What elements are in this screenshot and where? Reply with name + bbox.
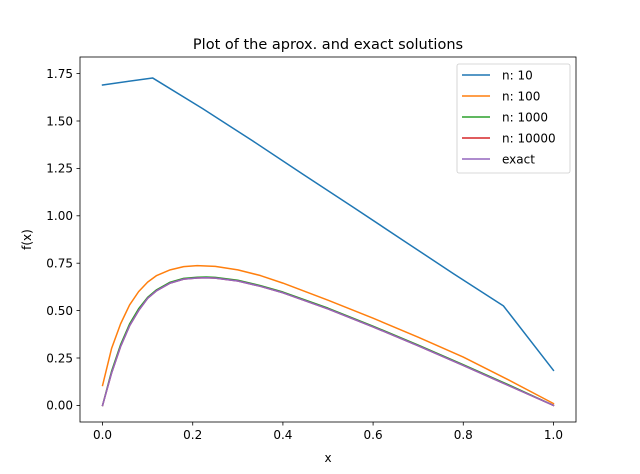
legend-box bbox=[456, 63, 571, 174]
legend-label-4: exact bbox=[502, 152, 535, 166]
legend: n: 10 n: 100 n: 1000 n: 10000 exact bbox=[456, 63, 571, 174]
y-tick-label: 1.25 bbox=[46, 162, 73, 176]
x-tick-label: 0.2 bbox=[183, 428, 202, 442]
y-axis-label: f(x) bbox=[20, 229, 34, 250]
y-tick-label: 1.75 bbox=[46, 67, 73, 81]
series-line-1 bbox=[101, 264, 555, 405]
x-tick-label: 1.0 bbox=[544, 428, 563, 442]
series-line-0 bbox=[101, 77, 555, 372]
y-tick-label: 0.25 bbox=[46, 351, 73, 365]
x-tick-label: 0.6 bbox=[364, 428, 383, 442]
legend-label-2: n: 1000 bbox=[502, 110, 548, 124]
chart-title: Plot of the aprox. and exact solutions bbox=[193, 37, 463, 53]
y-axis-ticks: 0.00 0.25 0.50 0.75 1.00 1.25 1.50 1.75 bbox=[46, 67, 80, 413]
x-axis-ticks: 0.0 0.2 0.4 0.6 0.8 1.0 bbox=[93, 422, 563, 442]
y-tick-label: 1.00 bbox=[46, 209, 73, 223]
y-tick-label: 0.75 bbox=[46, 257, 73, 271]
x-tick-label: 0.8 bbox=[454, 428, 473, 442]
y-tick-label: 0.00 bbox=[46, 399, 73, 413]
y-tick-label: 1.50 bbox=[46, 114, 73, 128]
series-line-4 bbox=[101, 277, 555, 407]
x-tick-label: 0.4 bbox=[273, 428, 292, 442]
axes-frame bbox=[79, 56, 577, 423]
legend-label-1: n: 100 bbox=[502, 89, 540, 103]
legend-label-3: n: 10000 bbox=[502, 131, 556, 145]
legend-label-0: n: 10 bbox=[502, 68, 533, 82]
y-tick-label: 0.50 bbox=[46, 304, 73, 318]
legend-entries: n: 10 n: 100 n: 1000 n: 10000 exact bbox=[462, 68, 556, 166]
x-axis-label: x bbox=[324, 451, 331, 465]
x-tick-label: 0.0 bbox=[93, 428, 112, 442]
series-lines-group bbox=[101, 77, 555, 407]
